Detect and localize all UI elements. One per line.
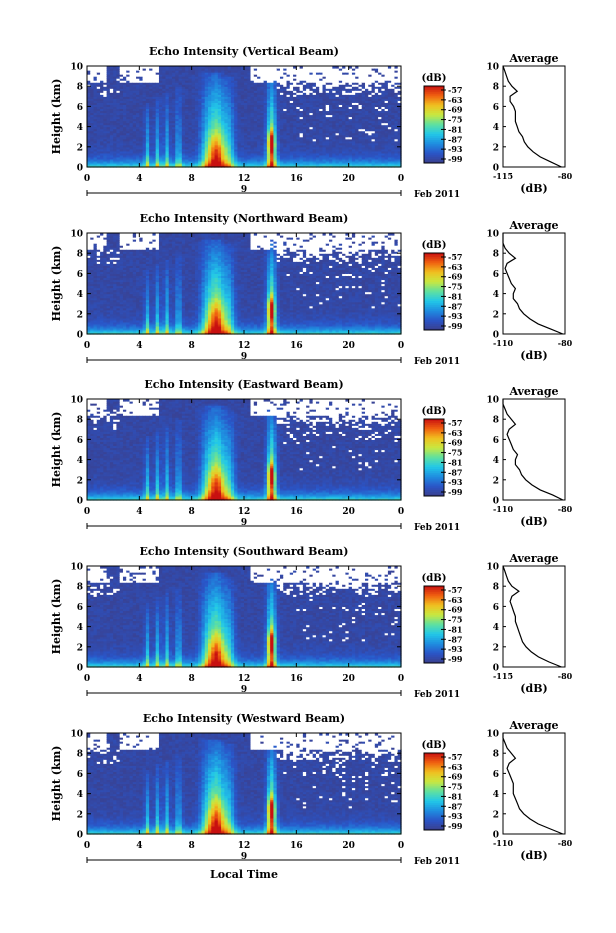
heatmap-title: Echo Intensity (Vertical Beam)	[149, 45, 339, 58]
figure-canvas: Echo Intensity (Vertical Beam)Height (km…	[0, 0, 616, 929]
figure: Echo Intensity (Vertical Beam)Height (km…	[0, 0, 616, 929]
panel-1: Echo Intensity (Vertical Beam)Height (km…	[50, 45, 573, 200]
heatmap	[87, 66, 402, 168]
